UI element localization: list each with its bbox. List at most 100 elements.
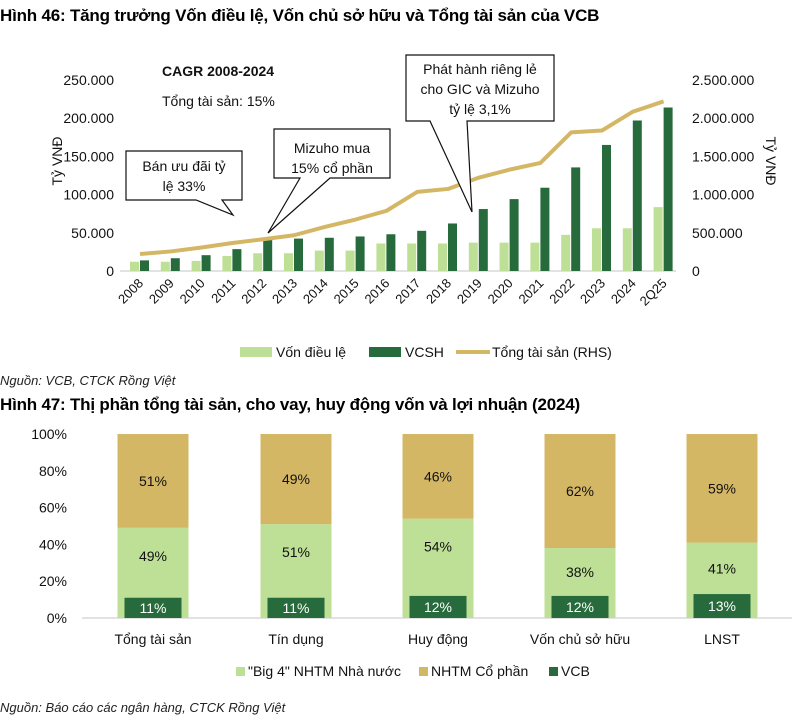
x-tick-label: LNST (704, 631, 740, 647)
x-tick-label: 2024 (608, 276, 639, 307)
bar-von-dieu-le (592, 228, 601, 271)
left-y-axis-label: Tỷ VNĐ (49, 137, 65, 186)
bar-von-dieu-le (284, 253, 293, 271)
x-tick-label: Tổng tài sản (114, 631, 191, 647)
x-tick-label: 2017 (392, 276, 423, 307)
y-axis: 0% 20% 40% 60% 80% 100% (31, 426, 67, 626)
cagr-heading: CAGR 2008-2024 (162, 63, 274, 79)
data-label-vcb: 12% (424, 599, 452, 615)
bar-von-dieu-le (622, 228, 632, 271)
bar-von-dieu-le (530, 242, 540, 271)
legend: Vốn điều lệ VCSH Tổng tài sản (RHS) (240, 344, 612, 360)
x-tick-label: 2019 (454, 276, 485, 307)
bar-vcsh (232, 249, 242, 271)
x-tick-label: 2014 (300, 276, 331, 307)
x-tick-label: 2009 (146, 276, 177, 307)
legend-label-big4: "Big 4" NHTM Nhà nước (248, 663, 401, 679)
data-label-nhtm-co-phan: 49% (282, 471, 310, 487)
data-label-vcb: 13% (708, 598, 736, 614)
figure-47-source: Nguồn: Báo cáo các ngân hàng, CTCK Rồng … (0, 700, 286, 715)
callout-box (267, 128, 391, 234)
x-tick-labels: 2008 2009 2010 2011 2012 2013 2014 2015 2016 2017… (115, 276, 670, 309)
left-y-tick-label: 100.000 (63, 187, 114, 203)
legend-label-tong-tai-san: Tổng tài sản (RHS) (492, 344, 612, 360)
callout-text: cho GIC và Mizuho (420, 81, 539, 97)
bars (130, 107, 673, 271)
stacked-bar-group: 49% 51% 11% (260, 434, 332, 618)
cagr-value: Tổng tài sản: 15% (162, 93, 275, 109)
data-label-nhtm-co-phan: 59% (708, 480, 736, 496)
y-tick-label: 100% (31, 426, 67, 442)
y-tick-label: 60% (39, 500, 67, 516)
bar-von-dieu-le (345, 250, 355, 271)
bar-nhtm-co-phan (402, 434, 474, 519)
callout-mizuho: Mizuho mua 15% cổ phần (267, 128, 391, 234)
x-tick-label: 2012 (238, 276, 269, 307)
bar-vcsh (386, 234, 396, 271)
bar-vcsh (509, 199, 519, 271)
legend: "Big 4" NHTM Nhà nước NHTM Cổ phần VCB (236, 663, 590, 679)
data-label-nhtm-co-phan: 46% (424, 468, 452, 484)
x-tick-label: 2016 (361, 276, 392, 307)
right-y-tick-label: 1.000.000 (692, 187, 754, 203)
x-tick-label: 2015 (331, 276, 362, 307)
x-tick-label: 2023 (577, 276, 608, 307)
bar-vcsh (663, 107, 673, 271)
bar-von-dieu-le (376, 243, 386, 271)
left-y-tick-label: 200.000 (63, 110, 114, 126)
bar-von-dieu-le (314, 250, 324, 271)
bar-vcsh (540, 187, 550, 271)
left-y-tick-label: 150.000 (63, 148, 114, 164)
x-tick-label: 2010 (177, 276, 208, 307)
bar-vcsh (448, 223, 457, 271)
right-y-tick-label: 0 (692, 263, 700, 279)
bar-von-dieu-le (468, 242, 478, 271)
bar-vcsh (201, 255, 211, 271)
bar-vcsh (632, 120, 642, 271)
bar-vcb (551, 595, 609, 618)
legend-swatch-von-dieu-le (240, 347, 272, 357)
stacked-bar-group: 51% 49% 11% (117, 434, 189, 618)
data-label-vcb: 12% (566, 599, 594, 615)
bar-nhtm-co-phan (260, 434, 332, 525)
bar-vcb (267, 597, 325, 618)
x-tick-label: 2008 (115, 276, 146, 307)
callout-box (405, 54, 555, 213)
callout-text: tỷ lệ 3,1% (449, 101, 510, 117)
y-tick-label: 80% (39, 463, 67, 479)
legend-swatch-nhtm-co-phan (419, 667, 428, 676)
x-tick-label: 2018 (423, 276, 454, 307)
data-label-big4: 54% (424, 539, 452, 555)
stacked-bar-group: 59% 41% 13% (686, 434, 758, 618)
left-y-tick-label: 0 (106, 263, 114, 279)
callout-text: 15% cổ phần (291, 160, 373, 176)
bar-vcb (124, 597, 182, 618)
x-tick-label: 2021 (515, 276, 546, 307)
figure-46-source: Nguồn: VCB, CTCK Rồng Việt (0, 373, 176, 388)
bar-vcsh (140, 260, 149, 271)
legend-swatch-vcb (549, 667, 558, 676)
bar-vcb (693, 594, 751, 618)
right-y-tick-label: 2.500.000 (692, 72, 754, 88)
right-y-tick-label: 1.500.000 (692, 148, 754, 164)
bar-nhtm-co-phan (117, 434, 189, 528)
legend-swatch-vcsh (369, 347, 401, 357)
x-tick-label: Huy động (408, 631, 468, 647)
data-label-vcb: 11% (140, 600, 167, 616)
total-assets-line (139, 99, 665, 257)
bar-nhtm-co-phan (686, 434, 758, 543)
x-tick-label: Vốn chủ sở hữu (530, 631, 630, 647)
bar-vcsh (355, 236, 365, 271)
bar-von-dieu-le (160, 261, 170, 271)
data-label-nhtm-co-phan: 51% (139, 473, 167, 489)
callout-gic-mizuho: Phát hành riêng lẻ cho GIC và Mizuho tỷ lệ… (405, 54, 555, 213)
legend-label-von-dieu-le: Vốn điều lệ (276, 344, 346, 360)
right-y-tick-label: 2.000.000 (692, 110, 754, 126)
callout-text: lệ 33% (163, 178, 206, 194)
x-tick-label: 2011 (208, 276, 238, 306)
legend-label-vcsh: VCSH (405, 344, 444, 360)
bar-von-dieu-le (130, 261, 139, 271)
data-label-big4: 49% (139, 548, 167, 564)
bar-vcsh (263, 239, 273, 271)
y-tick-label: 40% (39, 536, 67, 552)
